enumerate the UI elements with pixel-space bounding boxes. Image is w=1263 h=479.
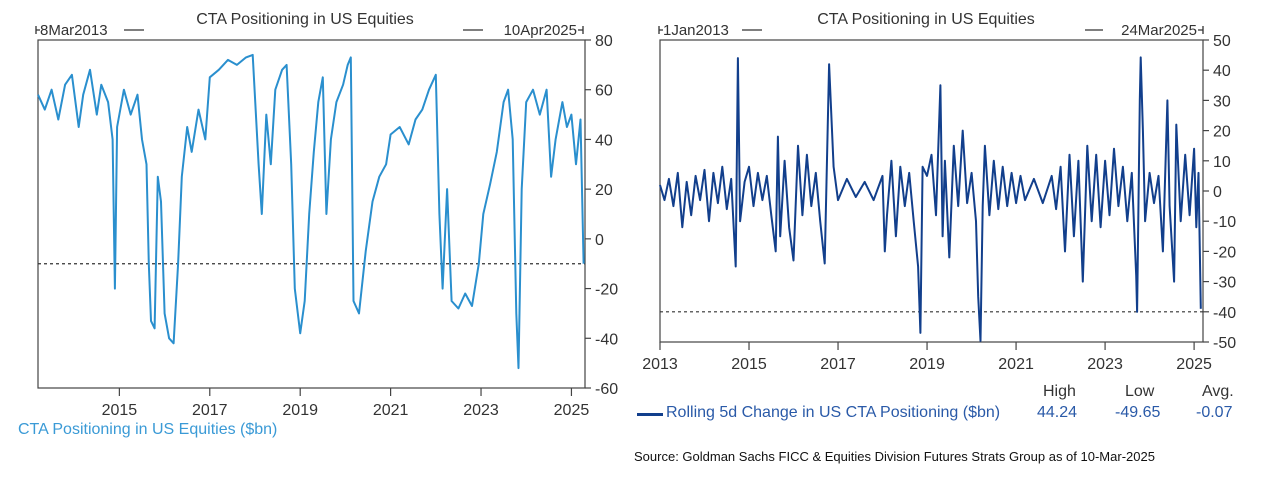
y-tick-label: -40 [1213, 305, 1236, 322]
left-end-label: 10Apr2025 [504, 22, 577, 39]
x-tick-label: 2017 [192, 402, 228, 419]
x-tick-label: 2019 [282, 402, 318, 419]
right-legend-label: Rolling 5d Change in US CTA Positioning … [666, 404, 1001, 421]
y-tick-label: -20 [595, 282, 618, 299]
right-plot-frame [659, 39, 1204, 343]
y-tick-label: 50 [1213, 33, 1231, 50]
stat-value-avg: -0.07 [1196, 404, 1233, 421]
series-line [659, 56, 1202, 342]
left-plot-frame [37, 39, 586, 389]
stat-header-avg: Avg. [1202, 383, 1234, 400]
x-tick-label: 2021 [373, 402, 409, 419]
y-tick-label: -10 [1213, 214, 1236, 231]
y-tick-label: 40 [1213, 63, 1231, 80]
source-note: Source: Goldman Sachs FICC & Equities Di… [634, 449, 1155, 464]
y-tick-label: 60 [595, 83, 613, 100]
y-tick-label: 20 [595, 182, 613, 199]
right-chart: CTA Positioning in US Equities 1Jan2013 … [642, 11, 1236, 373]
x-tick-label: 2019 [909, 356, 945, 373]
stat-value-high: 44.24 [1037, 404, 1078, 421]
x-tick-label: 2023 [463, 402, 499, 419]
stat-header-low: Low [1125, 383, 1155, 400]
right-start-bracket [658, 26, 663, 34]
right-chart-title: CTA Positioning in US Equities [817, 11, 1035, 28]
left-chart-title: CTA Positioning in US Equities [196, 11, 414, 28]
x-tick-label: 2017 [820, 356, 856, 373]
left-chart: CTA Positioning in US Equities 8Mar2013 … [35, 11, 618, 419]
y-tick-label: 10 [1213, 154, 1231, 171]
y-tick-label: 20 [1213, 124, 1231, 141]
y-tick-label: 0 [1213, 184, 1222, 201]
series-line [37, 53, 585, 370]
x-tick-label: 2015 [731, 356, 767, 373]
stat-value-low: -49.65 [1115, 404, 1161, 421]
y-tick-label: 40 [595, 132, 613, 149]
x-tick-label: 2015 [102, 402, 138, 419]
left-start-bracket [35, 26, 40, 34]
y-tick-label: -30 [1213, 275, 1236, 292]
stat-header-high: High [1043, 383, 1076, 400]
y-tick-label: 0 [595, 232, 604, 249]
left-legend-label: CTA Positioning in US Equities ($bn) [18, 421, 278, 438]
right-start-label: 1Jan2013 [663, 22, 729, 39]
x-tick-label: 2025 [1176, 356, 1212, 373]
right-end-bracket [1085, 26, 1204, 34]
x-tick-label: 2023 [1087, 356, 1123, 373]
x-tick-label: 2013 [642, 356, 678, 373]
y-tick-label: 80 [595, 33, 613, 50]
x-tick-label: 2021 [998, 356, 1034, 373]
right-end-label: 24Mar2025 [1121, 22, 1197, 39]
y-tick-label: -20 [1213, 244, 1236, 261]
y-tick-label: -50 [1213, 335, 1236, 352]
right-legend-swatch [637, 413, 663, 416]
left-start-label: 8Mar2013 [40, 22, 108, 39]
y-tick-label: -40 [595, 331, 618, 348]
y-tick-label: 30 [1213, 93, 1231, 110]
y-tick-label: -60 [595, 381, 618, 398]
left-end-bracket [463, 26, 584, 34]
x-tick-label: 2025 [554, 402, 590, 419]
